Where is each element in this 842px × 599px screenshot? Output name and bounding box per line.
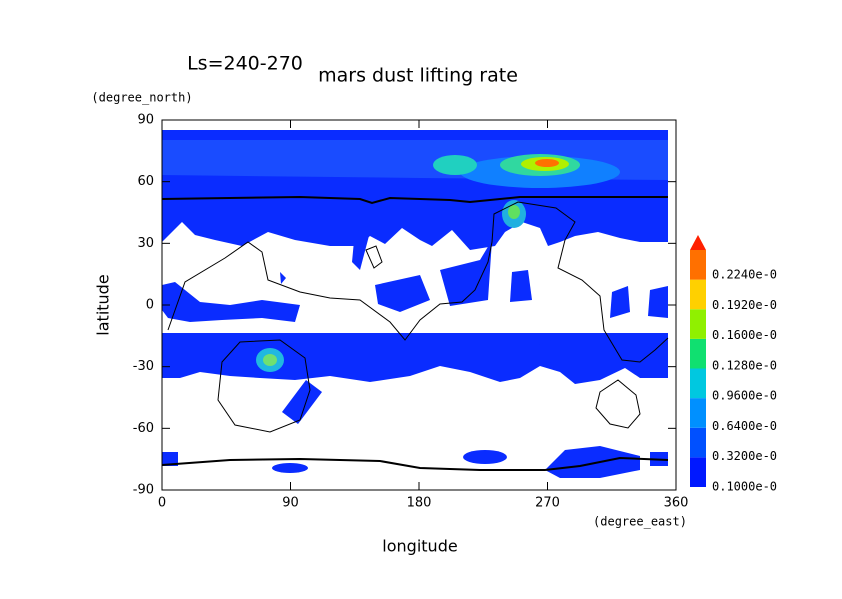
colorbar-label: 0.3200e-0 xyxy=(712,449,777,463)
x-axis-label: longitude xyxy=(382,537,457,556)
x-tick-label: 180 xyxy=(407,496,432,511)
colorbar-arrow xyxy=(690,235,706,250)
y-tick-label: 0 xyxy=(146,298,154,313)
x-units: (degree_east) xyxy=(593,515,687,529)
contour-line xyxy=(161,456,669,471)
y-tick-label: -60 xyxy=(133,421,154,436)
y-tick-label: 60 xyxy=(137,174,154,189)
field-region xyxy=(545,446,640,478)
contour-field xyxy=(162,130,668,478)
contour-line xyxy=(161,195,668,205)
colorbar-label: 0.1920e-0 xyxy=(712,298,777,312)
x-tick-label: 0 xyxy=(158,496,166,511)
field-region xyxy=(352,230,370,270)
field-region xyxy=(440,240,492,306)
colorbar-box xyxy=(690,309,706,339)
field-region xyxy=(510,270,532,302)
y-tick-label: 30 xyxy=(137,236,154,251)
field-region xyxy=(162,282,300,322)
colorbar-box xyxy=(690,457,706,487)
contour-line xyxy=(217,339,311,433)
field-region xyxy=(538,340,552,366)
colorbar-box xyxy=(690,250,706,280)
field-region xyxy=(535,159,559,167)
field-region xyxy=(162,452,178,466)
colorbar-box xyxy=(690,427,706,458)
colorbar-label: 0.1600e-0 xyxy=(712,328,777,342)
chart-title: mars dust lifting rate xyxy=(318,65,518,87)
colorbar-box xyxy=(690,398,706,428)
topography-contours xyxy=(161,195,669,471)
field-region xyxy=(508,205,520,219)
colorbar-label: 0.1280e-0 xyxy=(712,358,777,372)
y-tick-label: -90 xyxy=(133,483,154,498)
field-region xyxy=(375,275,430,312)
y-tick-label: -30 xyxy=(133,359,154,374)
field-region xyxy=(280,272,286,284)
contour-line xyxy=(595,379,641,429)
colorbar-label: 0.2240e-0 xyxy=(712,268,777,282)
contour-line xyxy=(167,201,669,363)
contour-line xyxy=(365,245,383,269)
field-region xyxy=(610,286,630,318)
colorbar-label: 0.6400e-0 xyxy=(712,419,777,433)
field-region xyxy=(272,463,308,473)
colorbar-label: 0.9600e-0 xyxy=(712,389,777,403)
field-region xyxy=(463,450,507,464)
x-tick-label: 360 xyxy=(664,496,689,511)
colorbar-box xyxy=(690,338,706,369)
y-units: (degree_north) xyxy=(91,91,192,105)
chart-subtitle: Ls=240-270 xyxy=(187,53,303,75)
field-region xyxy=(282,380,322,424)
y-tick-label: 90 xyxy=(137,113,154,128)
field-region xyxy=(263,354,277,366)
x-tick-label: 270 xyxy=(535,496,560,511)
colorbar-box xyxy=(690,368,706,399)
x-tick-label: 90 xyxy=(282,496,299,511)
colorbar-box xyxy=(690,279,706,310)
colorbar-label: 0.1000e-0 xyxy=(712,480,777,494)
field-region xyxy=(648,286,668,318)
y-axis-label: latitude xyxy=(94,274,113,335)
field-region xyxy=(433,155,477,175)
